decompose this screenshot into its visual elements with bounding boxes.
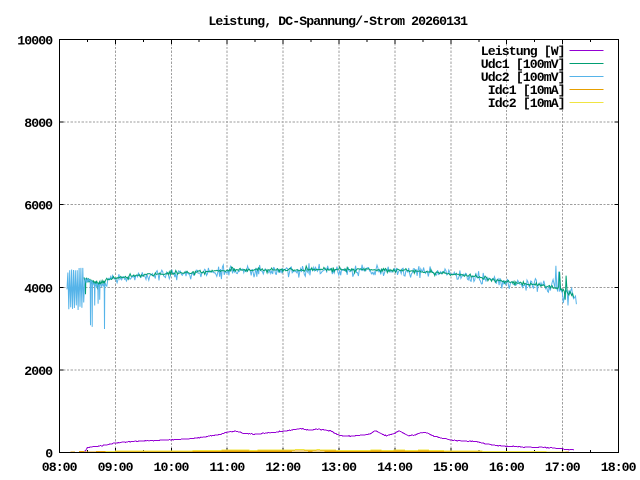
svg-text:13:00: 13:00 <box>321 460 357 475</box>
svg-text:10:00: 10:00 <box>154 460 190 475</box>
svg-text:15:00: 15:00 <box>433 460 469 475</box>
svg-text:0: 0 <box>45 447 53 462</box>
svg-text:Udc1 [100mV]: Udc1 [100mV] <box>481 57 565 72</box>
svg-text:16:00: 16:00 <box>489 460 525 475</box>
svg-text:4000: 4000 <box>24 281 53 296</box>
svg-text:Leistung, DC-Spannung/-Strom 2: Leistung, DC-Spannung/-Strom 20260131 <box>208 14 468 29</box>
svg-text:Idc2 [10mA]: Idc2 [10mA] <box>488 96 565 111</box>
svg-text:Idc1 [10mA]: Idc1 [10mA] <box>488 83 565 98</box>
svg-text:10000: 10000 <box>17 34 53 49</box>
svg-text:12:00: 12:00 <box>265 460 301 475</box>
svg-text:6000: 6000 <box>24 199 53 214</box>
svg-text:11:00: 11:00 <box>209 460 245 475</box>
svg-text:Udc2 [100mV]: Udc2 [100mV] <box>481 70 565 85</box>
svg-text:Leistung [W]: Leistung [W] <box>481 44 565 59</box>
svg-text:2000: 2000 <box>24 364 53 379</box>
svg-text:08:00: 08:00 <box>42 460 78 475</box>
svg-text:14:00: 14:00 <box>377 460 413 475</box>
svg-text:8000: 8000 <box>24 116 53 131</box>
svg-text:18:00: 18:00 <box>601 460 637 475</box>
svg-text:17:00: 17:00 <box>545 460 581 475</box>
svg-text:09:00: 09:00 <box>98 460 134 475</box>
